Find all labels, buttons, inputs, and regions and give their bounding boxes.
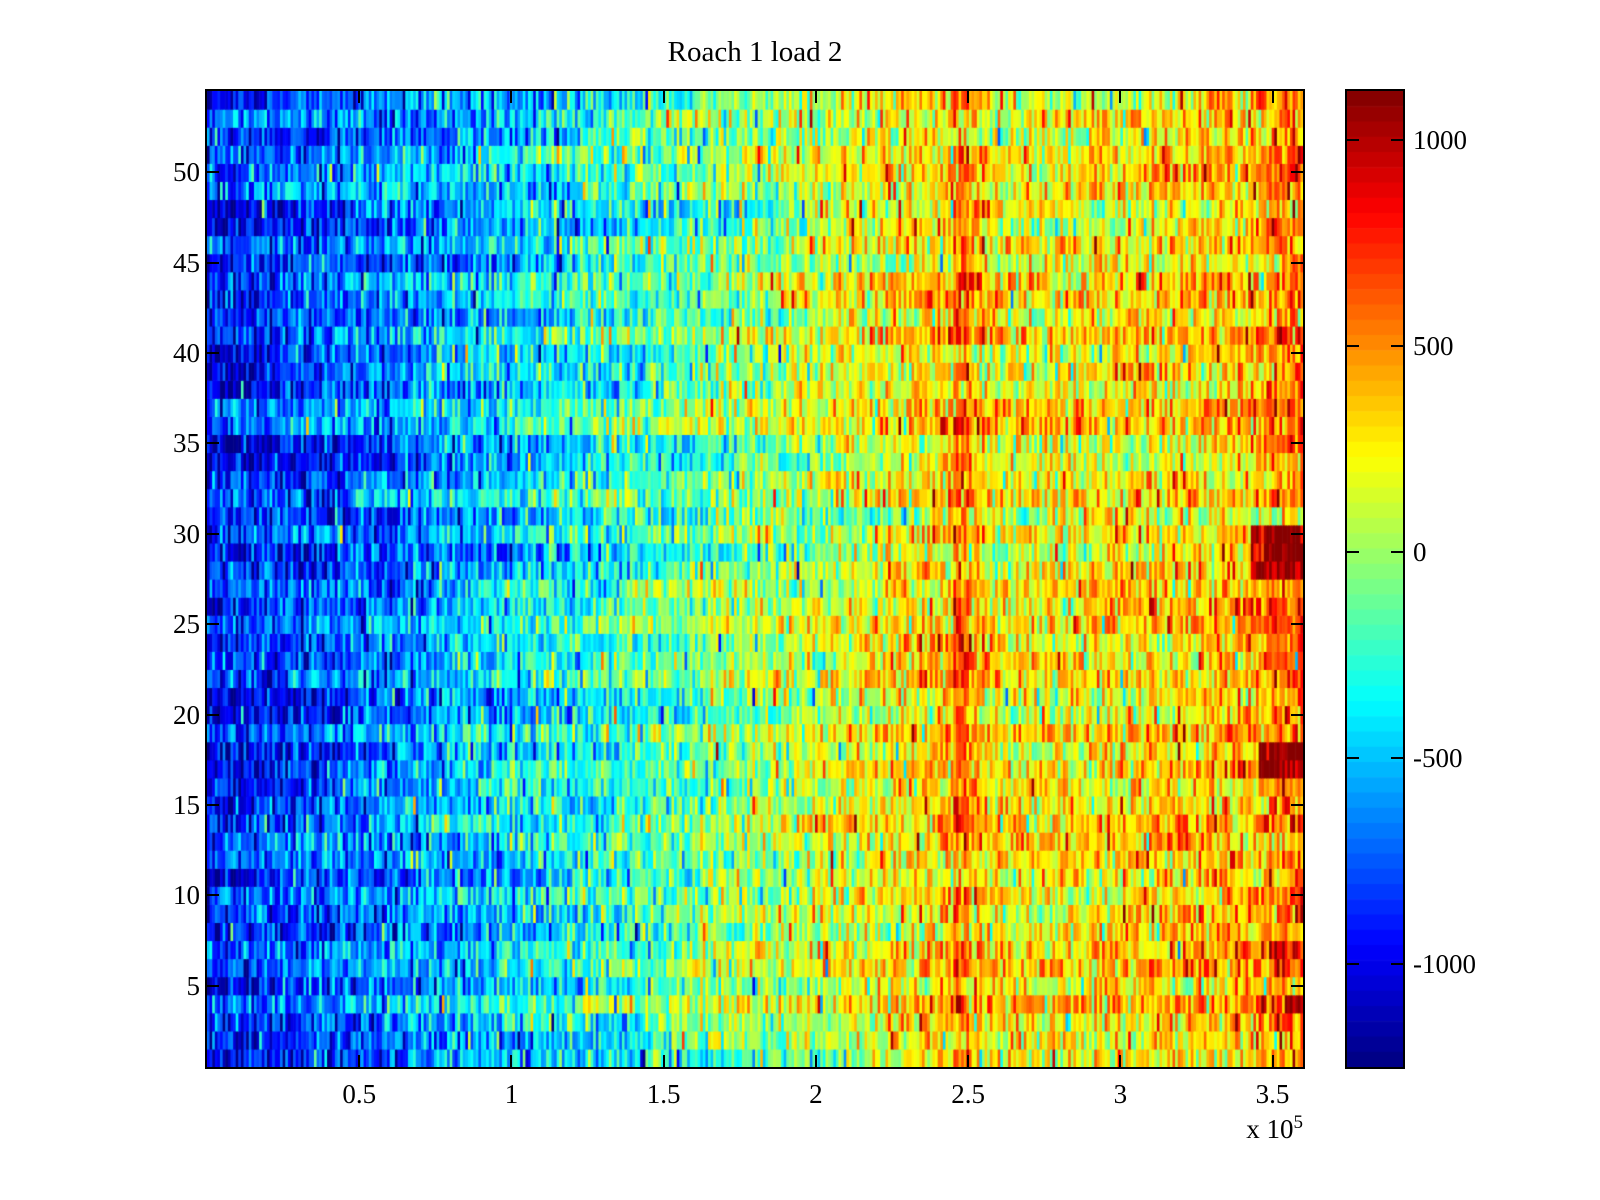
y-tick-label: 30 [173, 518, 200, 549]
tick-mark [207, 803, 219, 806]
tick-mark [1271, 91, 1274, 103]
tick-mark [662, 1055, 665, 1067]
tick-mark [207, 894, 219, 897]
tick-mark [1119, 1055, 1122, 1067]
tick-mark [1291, 984, 1303, 987]
tick-mark [1391, 757, 1403, 760]
x-tick-label: 0.5 [342, 1079, 377, 1109]
tick-mark [814, 91, 817, 103]
tick-mark [814, 1055, 817, 1067]
colorbar-tick-label: -500 [1413, 743, 1463, 774]
tick-mark [207, 532, 219, 535]
x-tick-label: 2.5 [951, 1079, 985, 1109]
colorbar-tick-label: -1000 [1413, 949, 1476, 980]
tick-mark [207, 713, 219, 716]
y-tick-label: 25 [173, 609, 200, 640]
y-tick-label: 50 [173, 157, 200, 188]
heatmap-canvas [207, 91, 1303, 1067]
x-axis-multiplier-exponent: 5 [1293, 1112, 1304, 1133]
x-axis-multiplier-prefix: x 10 [1246, 1114, 1294, 1144]
x-tick-label: 2 [809, 1079, 823, 1109]
tick-mark [1347, 139, 1359, 142]
colorbar-tick-label: 500 [1413, 331, 1454, 362]
tick-mark [358, 91, 361, 103]
tick-mark [1291, 713, 1303, 716]
tick-mark [967, 91, 970, 103]
y-tick-label: 40 [173, 338, 200, 369]
tick-mark [1291, 261, 1303, 264]
tick-mark [967, 1055, 970, 1067]
tick-mark [1291, 171, 1303, 174]
tick-mark [1391, 963, 1403, 966]
y-tick-label: 15 [173, 789, 200, 820]
tick-mark [1119, 91, 1122, 103]
colorbar-tick-label: 0 [1413, 537, 1427, 568]
tick-mark [510, 1055, 513, 1067]
y-tick-label: 45 [173, 247, 200, 278]
y-tick-label: 20 [173, 699, 200, 730]
x-axis-multiplier: x 105 [1246, 1112, 1303, 1145]
tick-mark [1291, 803, 1303, 806]
tick-mark [1391, 551, 1403, 554]
x-tick-label: 1 [504, 1079, 519, 1109]
tick-mark [207, 442, 219, 445]
tick-mark [662, 91, 665, 103]
colorbar [1345, 89, 1405, 1069]
tick-mark [1291, 894, 1303, 897]
tick-mark [1291, 532, 1303, 535]
tick-mark [207, 352, 219, 355]
x-tick-label: 3.5 [1255, 1079, 1290, 1109]
y-tick-label: 10 [173, 880, 200, 911]
tick-mark [207, 261, 219, 264]
tick-mark [1347, 757, 1359, 760]
tick-mark [1347, 963, 1359, 966]
tick-mark [207, 984, 219, 987]
tick-mark [1347, 345, 1359, 348]
tick-mark [1291, 352, 1303, 355]
y-tick-label: 5 [186, 970, 201, 1001]
tick-mark [207, 623, 219, 626]
tick-mark [510, 91, 513, 103]
tick-mark [207, 171, 219, 174]
tick-mark [1347, 551, 1359, 554]
tick-mark [1291, 442, 1303, 445]
tick-mark [1391, 345, 1403, 348]
tick-mark [1391, 139, 1403, 142]
y-tick-label: 35 [173, 428, 200, 459]
tick-mark [1271, 1055, 1274, 1067]
x-tick-label: 1.5 [646, 1079, 681, 1109]
tick-mark [358, 1055, 361, 1067]
x-tick-label: 3 [1113, 1079, 1128, 1109]
colorbar-canvas [1347, 91, 1403, 1067]
chart-title: Roach 1 load 2 [667, 36, 843, 68]
colorbar-tick-label: 1000 [1413, 125, 1467, 156]
tick-mark [1291, 623, 1303, 626]
plot-area [205, 89, 1305, 1069]
